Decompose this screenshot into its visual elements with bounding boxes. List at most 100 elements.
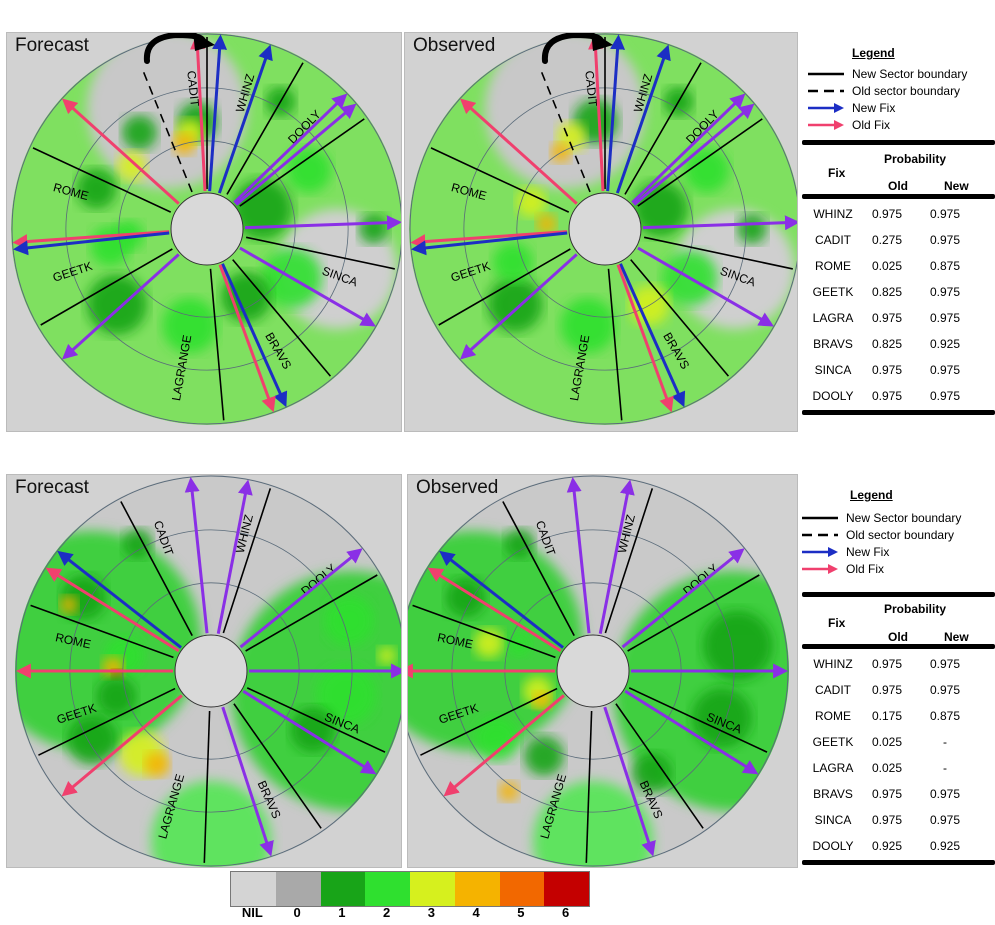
header-old: Old (888, 630, 908, 644)
purple-fix-arrow (244, 215, 401, 231)
observed-panel-top: CADIT WHINZ DOOLY SINCA BRAVS LAGRANGE GEETK RO… (404, 32, 798, 432)
sector-boundary (32, 147, 172, 213)
table-cell-fix: WHINZ (813, 207, 853, 221)
table-cell-old: 0.975 (871, 207, 903, 221)
colorbar-label: 0 (293, 905, 301, 920)
panel-title: Observed (413, 35, 496, 56)
table-cell-fix: ROME (815, 259, 851, 273)
header-fix: Fix (828, 166, 846, 180)
table-cell-new: 0.975 (929, 285, 961, 299)
legend-new-fix: New Fix (800, 544, 889, 560)
new-fix-arrow (57, 550, 182, 649)
purple-fix-arrow (460, 253, 578, 360)
purple-fix-arrow (598, 479, 635, 634)
new-fix-arrow (619, 263, 686, 408)
header-new: New (944, 179, 969, 193)
purple-fix-arrow (631, 93, 746, 204)
old-fix-arrow (62, 98, 180, 205)
table-cell-old: 0.925 (871, 839, 903, 853)
sector-boundary (120, 501, 193, 637)
colorbar-label: 4 (472, 905, 480, 920)
sector-boundary (607, 268, 623, 421)
legend-label: New Sector boundary (852, 67, 968, 81)
colorbar-labels: NIL 0 1 2 3 4 5 6 (230, 905, 588, 920)
sector-boundary (232, 259, 332, 377)
sector-boundary (438, 248, 571, 326)
blue-arrow-icon (802, 547, 838, 557)
table-cell-old: 0.175 (871, 709, 903, 723)
table-cell-new: 0.975 (929, 389, 961, 403)
purple-fix-arrow (603, 706, 656, 857)
table-cell-fix: DOOLY (812, 389, 854, 403)
old-fix-arrow (588, 34, 605, 192)
legend-label: New Fix (846, 545, 890, 559)
old-sector-boundary (141, 69, 193, 193)
panel-title: Forecast (15, 477, 89, 498)
table-row: CADIT 0.975 0.975 (808, 680, 974, 700)
table-row: BRAVS 0.975 0.975 (808, 784, 974, 804)
old-fix-arrow (190, 34, 207, 192)
table-cell-new: 0.975 (929, 207, 961, 221)
new-fix-arrow (221, 263, 288, 408)
probability-table-top: Probability Fix Old New WHINZ 0.975 0.975 C… (798, 148, 995, 418)
colorbar-label: 5 (517, 905, 525, 920)
table-row: DOOLY 0.975 0.975 (808, 386, 974, 406)
table-cell-new: 0.975 (929, 363, 961, 377)
header-old: Old (888, 179, 908, 193)
sector-boundary (226, 62, 304, 195)
table-cell-new: 0.975 (929, 233, 961, 247)
table-row: WHINZ 0.975 0.975 (808, 654, 974, 674)
sector-boundary (412, 604, 556, 659)
purple-fix-arrow (624, 689, 759, 775)
table-cell-fix: LAGRA (812, 311, 854, 325)
red-arrow-icon (808, 120, 844, 130)
sector-boundary (630, 259, 730, 377)
table-cell-fix: ROME (815, 709, 851, 723)
sector-boundary (627, 574, 760, 652)
dashed-line-icon (802, 533, 838, 537)
table-rule (802, 140, 995, 145)
sector-boundary (628, 687, 768, 753)
sector-boundary (643, 236, 793, 270)
table-rule (802, 860, 995, 865)
sector-boundary (637, 118, 763, 207)
header-fix: Fix (828, 616, 846, 630)
new-fix-arrow (217, 44, 273, 194)
red-arrow-icon (802, 564, 838, 574)
table-cell-old: 0.275 (871, 233, 903, 247)
table-cell-old: 0.025 (871, 761, 903, 775)
weather-sector-map: CADIT WHINZDOOLYSINCABRAVSLAGRANGEGEETKRO… (409, 33, 797, 425)
legend-old-sector: Old sector boundary (806, 83, 960, 99)
sector-boundary (203, 710, 211, 863)
table-row: SINCA 0.975 0.975 (808, 810, 974, 830)
new-fix-arrow (615, 44, 671, 194)
colorbar-swatches (230, 871, 590, 907)
sector-boundary (245, 574, 378, 652)
header-new: New (944, 630, 969, 644)
sector-boundary (604, 488, 654, 634)
table-cell-new: - (943, 761, 947, 775)
table-cell-fix: CADIT (815, 233, 851, 247)
old-fix-arrow (427, 567, 562, 653)
legend-old-sector: Old sector boundary (800, 527, 954, 543)
purple-fix-arrow (233, 93, 348, 204)
table-row: BRAVS 0.825 0.925 (808, 334, 974, 354)
legend-title: Legend (850, 488, 893, 502)
purple-fix-arrow (239, 548, 363, 649)
legend-label: Old sector boundary (846, 528, 955, 542)
legend-new-sector: New Sector boundary (800, 510, 961, 526)
airport-center (174, 634, 248, 708)
table-cell-old: 0.975 (871, 389, 903, 403)
weather-sector-map: CADIT WHINZDOOLYSINCABRAVSLAGRANGEGEETKRO… (408, 475, 789, 867)
table-row: LAGRA 0.025 - (808, 758, 974, 778)
old-sector-boundary (539, 69, 591, 193)
legend-label: Old Fix (846, 562, 885, 576)
purple-fix-arrow (216, 479, 253, 634)
new-fix-arrow (439, 550, 564, 649)
sector-boundary (615, 703, 704, 829)
legend-new-sector: New Sector boundary (806, 66, 967, 82)
airport-center (170, 192, 244, 266)
panel-title: Observed (416, 477, 499, 498)
rotation-arrow-icon (143, 33, 215, 64)
table-cell-old: 0.975 (871, 787, 903, 801)
